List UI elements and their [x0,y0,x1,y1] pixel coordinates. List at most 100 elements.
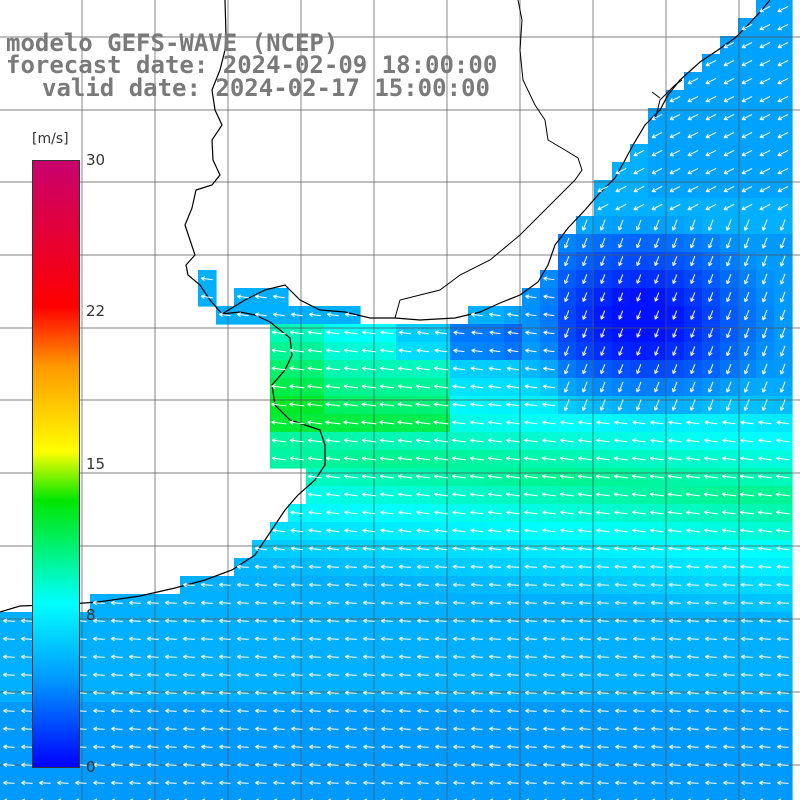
wind-arrow [777,708,789,714]
wind-arrow [561,744,573,750]
wind-arrow [705,744,717,750]
wind-arrow [488,564,502,570]
wind-arrow [469,474,484,479]
wind-arrow [433,366,448,371]
wind-arrow [434,654,447,660]
wind-arrow [613,456,628,461]
wind-arrow [779,363,786,375]
wind-cell [162,792,181,800]
wind-arrow [578,654,591,660]
wind-arrow [434,330,448,335]
wind-arrow [560,654,573,660]
wind-arrow [759,95,771,103]
wind-arrow [344,618,357,624]
wind-arrow [21,744,33,750]
wind-arrow [307,348,323,353]
wind-arrow [741,167,753,175]
wind-arrow [398,510,412,515]
wind-arrow [614,546,628,551]
wind-arrow [741,726,753,732]
wind-cell [666,792,685,800]
wind-arrow [704,690,717,696]
wind-arrow [451,456,466,461]
wind-arrow [110,690,123,696]
wind-arrow [327,726,339,732]
wind-arrow [543,726,555,732]
wind-arrow [219,780,231,786]
wind-arrow [254,672,267,678]
wind-arrow [758,654,771,660]
wind-arrow [147,708,159,714]
wind-arrow [272,672,285,678]
wind-arrow [3,780,15,786]
wind-arrow [182,618,195,624]
wind-arrow [723,167,735,175]
wind-arrow [164,618,177,624]
wind-arrow [272,618,285,624]
wind-arrow [560,600,573,606]
wind-arrow [344,690,357,696]
wind-arrow [146,654,159,660]
wind-arrow [615,744,627,750]
wind-arrow [506,690,519,696]
wind-arrow [704,546,718,551]
wind-arrow [506,366,520,371]
wind-arrow [507,780,519,786]
wind-arrow [164,672,177,678]
wind-arrow [524,366,537,372]
wind-arrow [578,636,591,642]
wind-arrow [632,636,645,642]
wind-arrow [776,456,790,461]
wind-arrow [380,492,394,497]
wind-arrow [361,456,377,461]
wind-arrow [777,185,789,193]
wind-arrow [343,456,359,461]
wind-arrow [505,492,520,497]
wind-arrow [777,167,789,175]
wind-arrow [649,474,664,479]
wind-arrow [147,780,159,786]
wind-arrow [165,744,177,750]
wind-arrow [182,636,195,642]
wind-arrow [271,384,287,389]
wind-arrow [758,636,771,642]
wind-arrow [542,420,556,425]
wind-arrow [672,292,678,302]
wind-arrow [726,292,732,303]
wind-arrow [164,690,177,696]
wind-arrow [344,654,357,660]
wind-arrow [325,420,341,425]
wind-arrow [744,291,750,303]
wind-arrow [741,41,753,49]
wind-arrow [651,744,663,750]
wind-arrow [649,510,664,515]
wind-arrow [596,618,609,624]
wind-arrow [201,762,213,768]
wind-cell [432,792,451,800]
wind-arrow [761,291,768,303]
wind-arrow [307,384,323,389]
wind-arrow [686,654,699,660]
wind-arrow [326,546,340,551]
wind-arrow [744,363,750,375]
wind-arrow [272,600,285,606]
wind-arrow [759,167,771,175]
wind-arrow [380,510,394,515]
wind-arrow [290,312,303,318]
wind-arrow [596,600,609,606]
wind-arrow [582,328,588,338]
wind-arrow [599,399,606,411]
wind-arrow [672,237,678,249]
wind-arrow [669,131,681,139]
wind-cell [738,792,757,800]
wind-arrow [650,564,664,570]
wind-arrow [507,726,519,732]
wind-arrow [614,636,627,642]
wind-arrow [290,618,303,624]
wind-arrow [686,528,700,533]
wind-arrow [147,726,159,732]
wind-arrow [146,690,159,696]
wind-arrow [739,510,754,515]
wind-arrow [615,762,627,768]
wind-arrow [668,690,681,696]
